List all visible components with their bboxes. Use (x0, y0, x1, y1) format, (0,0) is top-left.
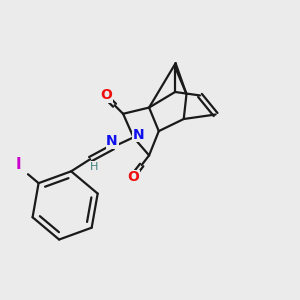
Text: H: H (90, 162, 98, 172)
Text: I: I (16, 157, 22, 172)
Text: N: N (133, 128, 145, 142)
Text: O: O (128, 170, 140, 184)
Text: N: N (106, 134, 118, 148)
Text: O: O (100, 88, 112, 102)
